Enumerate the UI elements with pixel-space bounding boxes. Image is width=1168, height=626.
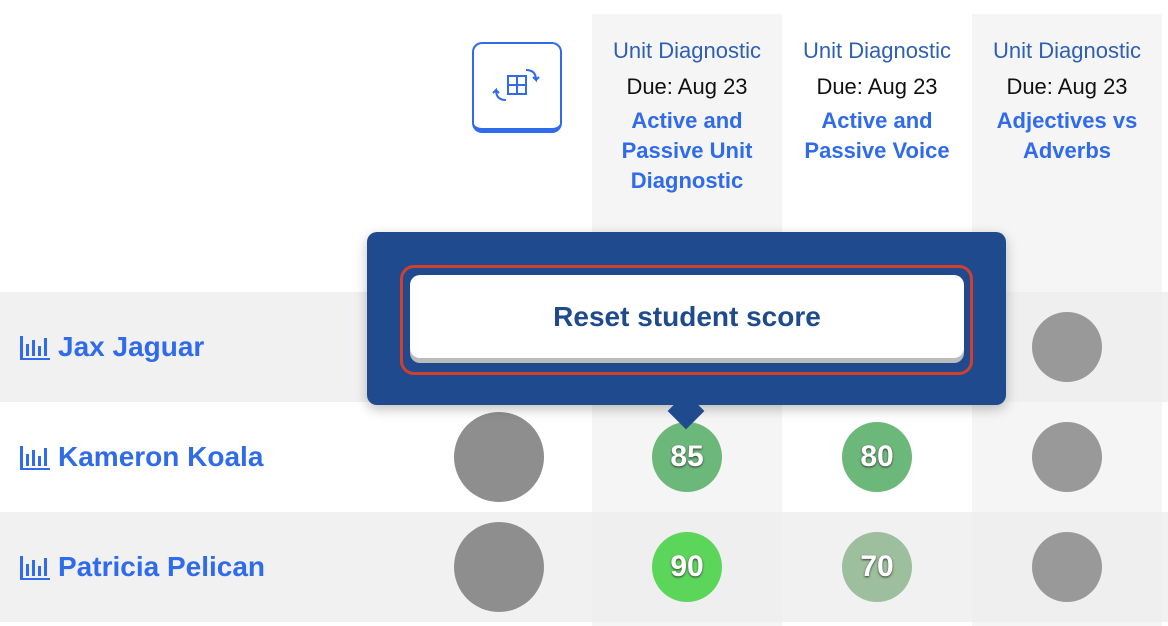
score-circle[interactable]: 80	[842, 422, 912, 492]
student-name[interactable]: Patricia Pelican	[20, 547, 265, 587]
due-date: Due: Aug 23	[626, 74, 748, 99]
report-icon	[20, 336, 50, 360]
student-name-text: Jax Jaguar	[58, 331, 205, 362]
student-name[interactable]: Kameron Koala	[20, 437, 263, 477]
assignment-title[interactable]: Active and Passive Voice	[804, 108, 950, 163]
popover: Reset student score	[367, 232, 1006, 430]
due-date: Due: Aug 23	[816, 74, 938, 99]
column-header: Unit Diagnostic Due: Aug 23 Active and Pas…	[782, 36, 972, 166]
score-circle[interactable]	[1032, 312, 1102, 382]
column-header: Unit Diagnostic Due: Aug 23 Adjectives vs …	[972, 36, 1162, 166]
due-date: Due: Aug 23	[1006, 74, 1128, 99]
score-circle[interactable]: 85	[652, 422, 722, 492]
score-circle[interactable]	[1032, 532, 1102, 602]
diagnostic-circle	[454, 412, 544, 502]
score-circle[interactable]	[1032, 422, 1102, 492]
toggle-icon	[492, 69, 540, 101]
column-header: Unit Diagnostic Due: Aug 23 Active and Pas…	[592, 36, 782, 196]
assignment-type: Unit Diagnostic	[993, 38, 1141, 63]
report-icon	[20, 446, 50, 470]
student-name-text: Patricia Pelican	[58, 551, 266, 582]
assignment-type: Unit Diagnostic	[613, 38, 761, 63]
report-icon	[20, 556, 50, 580]
assignment-title[interactable]: Adjectives vs Adverbs	[996, 108, 1138, 163]
student-name[interactable]: Jax Jaguar	[20, 327, 204, 367]
focus-outline	[400, 265, 973, 375]
student-name-text: Kameron Koala	[58, 441, 264, 472]
assignment-title[interactable]: Active and Passive Unit Diagnostic	[621, 108, 753, 193]
score-circle[interactable]: 70	[842, 532, 912, 602]
row-bg	[0, 512, 1168, 622]
reset-button[interactable]: Reset student score	[410, 275, 964, 358]
assignment-type: Unit Diagnostic	[803, 38, 951, 63]
toggle-view-button[interactable]	[472, 42, 562, 133]
diagnostic-circle	[454, 522, 544, 612]
score-circle[interactable]: 90	[652, 532, 722, 602]
